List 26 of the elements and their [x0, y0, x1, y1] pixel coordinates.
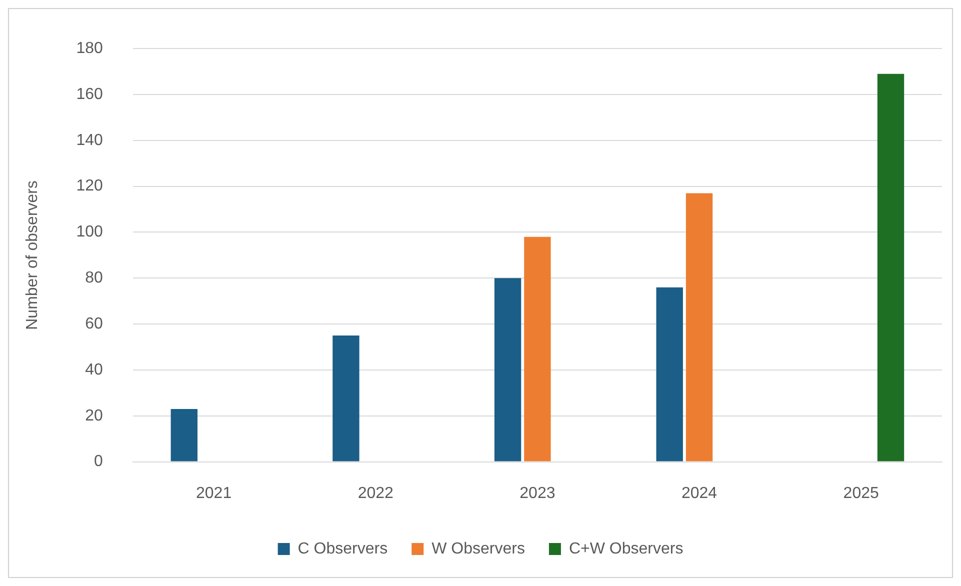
y-tick-label: 180 — [76, 40, 103, 58]
y-tick-label: 140 — [76, 132, 103, 149]
y-tick-label: 100 — [76, 224, 103, 241]
x-tick-label: 2025 — [843, 484, 879, 502]
legend-label: C Observers — [298, 540, 388, 558]
legend-label: W Observers — [432, 540, 525, 558]
bar — [332, 336, 360, 462]
y-tick-label: 120 — [76, 178, 103, 195]
x-tick-label: 2024 — [681, 484, 718, 502]
y-tick-label: 20 — [85, 407, 103, 424]
x-tick-label: 2021 — [196, 484, 232, 502]
bar — [494, 278, 522, 462]
bar — [686, 193, 713, 462]
y-tick-label: 40 — [85, 361, 103, 378]
y-tick-label: 160 — [76, 86, 103, 103]
y-tick-label: 0 — [94, 453, 103, 470]
x-tick-label: 2022 — [358, 484, 394, 502]
y-tick-label: 80 — [85, 270, 103, 287]
bar — [656, 287, 683, 462]
x-tick-label: 2023 — [520, 484, 556, 502]
y-tick-label: 60 — [85, 315, 103, 332]
bar — [170, 409, 198, 462]
bar — [524, 236, 551, 462]
bar — [877, 74, 904, 462]
y-axis-title: Number of observers — [24, 180, 42, 330]
legend-label: C+W Observers — [568, 540, 684, 558]
